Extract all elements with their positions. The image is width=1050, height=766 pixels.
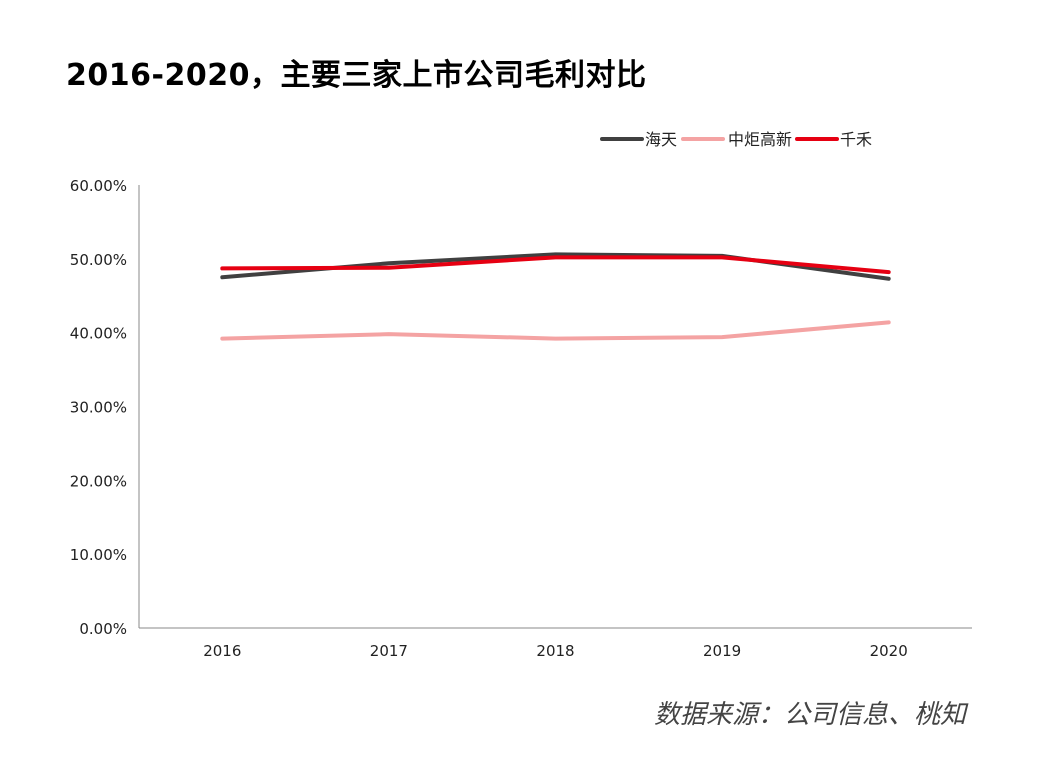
legend-label: 千禾 — [840, 130, 872, 149]
chart-title: 2016-2020，主要三家上市公司毛利对比 — [66, 58, 647, 93]
y-tick-label: 10.00% — [70, 546, 127, 564]
y-tick-label: 30.00% — [70, 399, 127, 417]
data-source-note: 数据来源：公司信息、桃知 — [653, 700, 966, 730]
y-tick-label: 20.00% — [70, 472, 127, 490]
x-tick-label: 2016 — [203, 642, 241, 660]
x-tick-label: 2019 — [703, 642, 741, 660]
series-line-2 — [220, 320, 891, 341]
legend-label: 海天 — [645, 130, 677, 149]
x-tick-label: 2020 — [870, 642, 908, 660]
legend-label: 中炬高新 — [728, 130, 792, 149]
legend: 海天 中炬高新 千禾 — [600, 130, 872, 149]
x-tick-label: 2018 — [536, 642, 574, 660]
series-lines — [220, 252, 891, 341]
y-tick-label: 60.00% — [70, 177, 127, 195]
y-axis: 0.00% 10.00% 20.00% 30.00% 40.00% 50.00% 60.00… — [70, 177, 140, 638]
series-line-3 — [220, 255, 891, 275]
y-tick-label: 50.00% — [70, 251, 127, 269]
x-axis: 2016 2017 2018 2019 2020 — [139, 627, 972, 660]
x-tick-label: 2017 — [370, 642, 408, 660]
y-tick-label: 40.00% — [70, 325, 127, 343]
y-tick-label: 0.00% — [79, 620, 127, 638]
